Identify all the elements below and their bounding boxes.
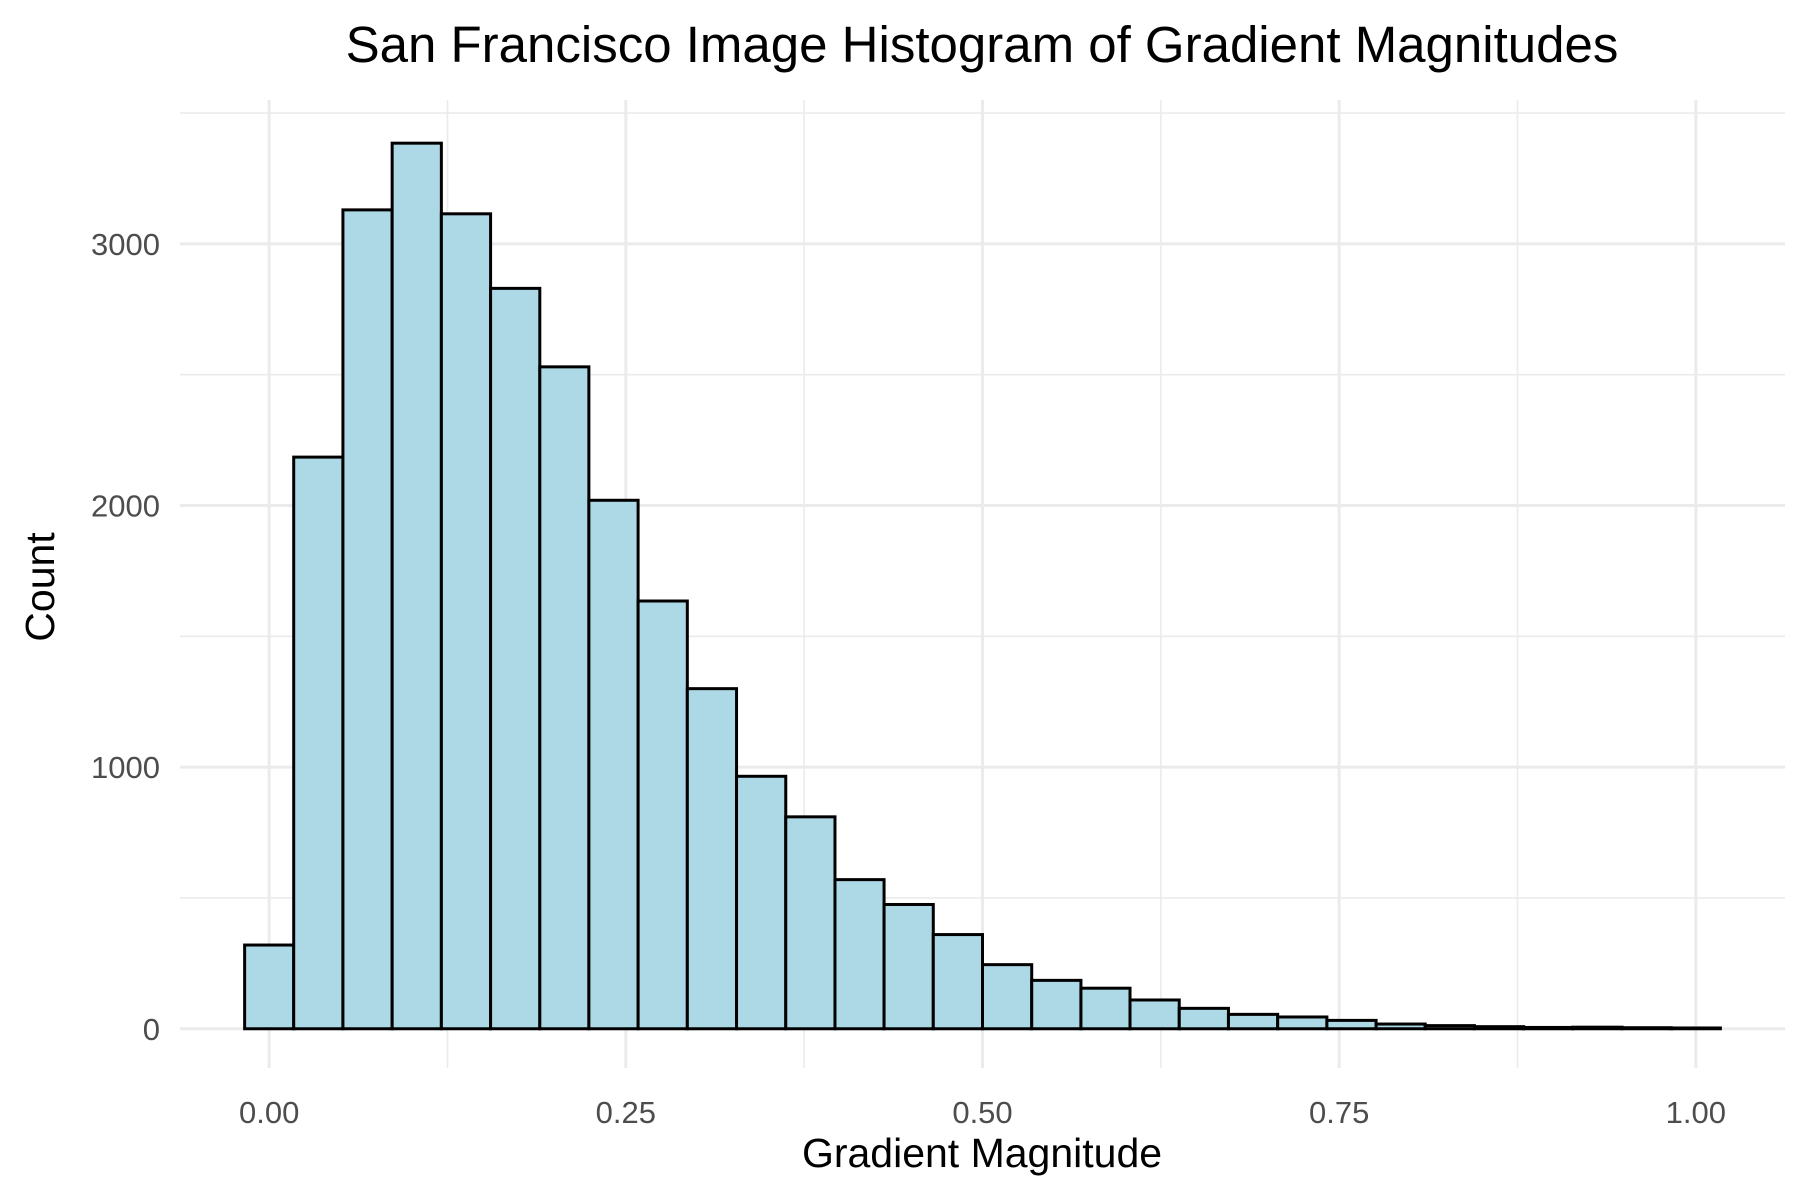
histogram-bar-14 — [931, 933, 985, 1031]
histogram-bar-28 — [1620, 1026, 1673, 1031]
histogram-bar-17 — [1079, 986, 1132, 1031]
histogram-bar-10 — [735, 774, 788, 1031]
histogram-bar-11 — [784, 815, 837, 1031]
histogram-bar-6 — [538, 365, 591, 1031]
y-tick-label-1: 1000 — [91, 750, 160, 785]
y-tick-label-0: 0 — [143, 1012, 160, 1047]
histogram-bar-18 — [1128, 998, 1181, 1031]
y-tick-label-2: 2000 — [91, 489, 160, 524]
histogram-bar-22 — [1325, 1018, 1378, 1031]
histogram-bar-24 — [1423, 1024, 1476, 1031]
y-axis-title: Count — [17, 532, 63, 642]
x-tick-label-1: 0.25 — [596, 1095, 656, 1130]
x-tick-label-4: 1.00 — [1666, 1095, 1726, 1130]
histogram-bar-9 — [685, 687, 739, 1031]
histogram-bar-7 — [587, 498, 640, 1031]
chart-title: San Francisco Image Histogram of Gradien… — [346, 16, 1619, 73]
x-tick-label-3: 0.75 — [1309, 1095, 1369, 1130]
histogram-bar-4 — [439, 212, 493, 1031]
histogram-bars — [243, 141, 1722, 1031]
histogram-bar-16 — [1030, 978, 1083, 1031]
histogram-bar-5 — [489, 286, 542, 1031]
histogram-bar-19 — [1177, 1006, 1230, 1031]
histogram-bar-25 — [1472, 1025, 1526, 1031]
histogram-bar-15 — [981, 963, 1034, 1031]
histogram-bar-1 — [292, 455, 345, 1031]
histogram-bar-12 — [833, 878, 886, 1031]
histogram-bar-23 — [1374, 1022, 1427, 1031]
histogram-bar-27 — [1571, 1025, 1624, 1031]
y-axis-ticks: 0 1000 2000 3000 — [91, 227, 160, 1047]
histogram-bar-3 — [390, 141, 443, 1031]
histogram-bar-26 — [1522, 1025, 1575, 1031]
x-tick-label-0: 0.00 — [239, 1095, 299, 1130]
histogram-bar-0 — [243, 943, 296, 1031]
histogram-bar-29 — [1669, 1026, 1722, 1031]
histogram-bar-2 — [341, 208, 394, 1031]
histogram-bar-8 — [636, 599, 689, 1031]
y-tick-label-3: 3000 — [91, 227, 160, 262]
histogram-bar-13 — [882, 902, 935, 1031]
x-axis-title: Gradient Magnitude — [802, 1130, 1162, 1176]
x-axis-ticks: 0.00 0.25 0.50 0.75 1.00 — [239, 1095, 1726, 1130]
x-tick-label-2: 0.50 — [952, 1095, 1012, 1130]
histogram-bar-20 — [1226, 1012, 1280, 1031]
histogram-bar-21 — [1276, 1015, 1329, 1031]
